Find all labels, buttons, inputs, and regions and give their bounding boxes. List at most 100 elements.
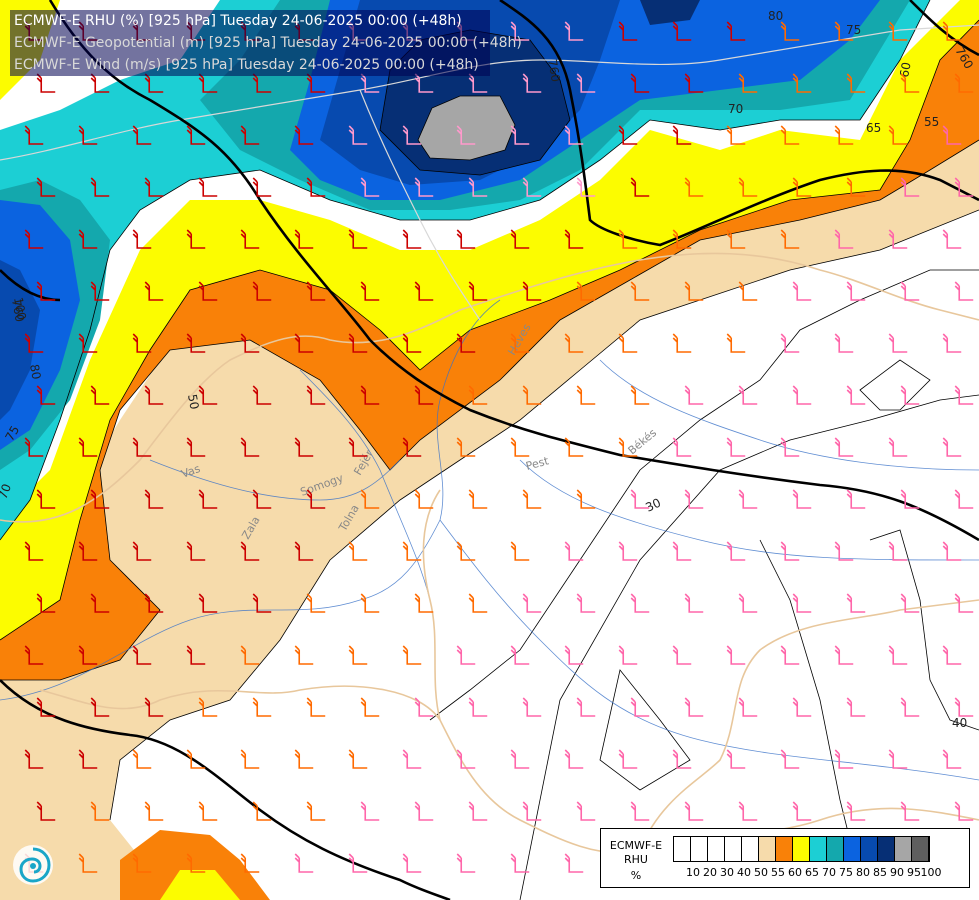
svg-text:55: 55 [924, 115, 939, 129]
wind-barb-icon [780, 645, 800, 665]
legend-tick-label: 75 [839, 866, 853, 879]
wind-barb-icon [414, 593, 434, 613]
logo-icon [13, 845, 53, 885]
wind-barb-icon [684, 281, 704, 301]
svg-text:65: 65 [866, 121, 881, 135]
wind-barb-icon [306, 489, 326, 509]
legend-tick-label: 85 [873, 866, 887, 879]
wind-barb-icon [834, 541, 854, 561]
wind-barb-icon [36, 489, 56, 509]
wind-barb-icon [90, 177, 110, 197]
wind-barb-icon [468, 489, 488, 509]
wind-barb-icon [564, 333, 584, 353]
wind-barb-icon [900, 593, 920, 613]
legend-tick-label: 65 [805, 866, 819, 879]
wind-barb-icon [456, 229, 476, 249]
wind-barb-icon [186, 645, 206, 665]
wind-barb-icon [630, 489, 650, 509]
wind-barb-icon [252, 177, 272, 197]
wind-barb-icon [90, 697, 110, 717]
wind-barb-icon [738, 593, 758, 613]
wind-barb-icon [240, 125, 260, 145]
rhu-65-band [0, 0, 979, 640]
wind-barb-icon [186, 749, 206, 769]
wind-barb-icon [240, 749, 260, 769]
wind-barb-icon [792, 593, 812, 613]
legend-swatch [691, 837, 708, 861]
wind-barb-icon [240, 437, 260, 457]
wind-barb-icon [780, 333, 800, 353]
wind-barb-icon [510, 645, 530, 665]
wind-barb-icon [456, 853, 476, 873]
wind-barb-icon [522, 697, 542, 717]
legend-tick-label: 70 [822, 866, 836, 879]
wind-barb-icon [522, 385, 542, 405]
rhu-85-region-west [0, 260, 40, 420]
wind-barb-icon [630, 281, 650, 301]
wind-barb-icon [738, 73, 758, 93]
wind-barb-icon [24, 437, 44, 457]
legend-swatch [827, 837, 844, 861]
wind-barb-icon [456, 749, 476, 769]
wind-barb-icon [360, 593, 380, 613]
wind-barb-icon [888, 21, 908, 41]
wind-barb-icon [738, 177, 758, 197]
wind-barb-icon [900, 697, 920, 717]
wind-barb-icon [672, 749, 692, 769]
wind-barb-icon [294, 437, 314, 457]
wind-barb-icon [834, 125, 854, 145]
wind-barb-icon [294, 645, 314, 665]
wind-barb-icon [144, 281, 164, 301]
wind-barb-icon [522, 593, 542, 613]
wind-barb-icon [360, 801, 380, 821]
wind-barb-icon [294, 541, 314, 561]
wind-barb-icon [144, 801, 164, 821]
svg-text:75: 75 [2, 423, 22, 443]
svg-text:50: 50 [185, 393, 201, 410]
legend-swatch [708, 837, 725, 861]
geo-label: 760 [9, 298, 27, 323]
legend-swatch [725, 837, 742, 861]
wind-barb-icon [846, 385, 866, 405]
legend-unit: % [630, 869, 642, 882]
wind-barb-icon [294, 125, 314, 145]
wind-barb-icon [510, 21, 530, 41]
legend-tick-label: 40 [737, 866, 751, 879]
wind-barb-icon [348, 333, 368, 353]
wind-barb-icon [630, 177, 650, 197]
legend-tick-label: 100 [920, 866, 942, 879]
wind-barb-icon [900, 385, 920, 405]
wind-barb-icon [144, 489, 164, 509]
wind-barb-icon [672, 645, 692, 665]
wind-barb-icon [684, 73, 704, 93]
legend-swatch [674, 837, 691, 861]
wind-barb-icon [468, 177, 488, 197]
wind-barb-icon [186, 541, 206, 561]
wind-barb-icon [24, 749, 44, 769]
svg-text:Pest: Pest [524, 454, 550, 473]
wind-barb-icon [186, 437, 206, 457]
wind-barb-icon [726, 229, 746, 249]
wind-barb-icon [888, 125, 908, 145]
legend-swatch [759, 837, 776, 861]
wind-barb-icon [306, 593, 326, 613]
rhu-legend: ECMWF-E RHU % 10 20 30 40 50 55 60 65 70 75 80 85 90… [600, 828, 970, 888]
wind-barb-icon [510, 125, 530, 145]
wind-barb-icon [738, 385, 758, 405]
wind-barb-icon [954, 593, 974, 613]
wind-barb-icon [348, 749, 368, 769]
wind-barb-icon [306, 177, 326, 197]
wind-barb-icon [738, 281, 758, 301]
wind-barb-icon [780, 229, 800, 249]
wind-barb-icon [186, 229, 206, 249]
wind-barb-icon [468, 697, 488, 717]
wind-barb-icon [738, 489, 758, 509]
wind-barb-icon [942, 645, 962, 665]
wind-barb-icon [456, 645, 476, 665]
wind-barb-icon [576, 801, 596, 821]
wind-barb-icon [240, 541, 260, 561]
wind-barb-icon [468, 801, 488, 821]
wind-barb-icon [456, 437, 476, 457]
wind-barb-icon [198, 697, 218, 717]
wind-barb-icon [36, 801, 56, 821]
